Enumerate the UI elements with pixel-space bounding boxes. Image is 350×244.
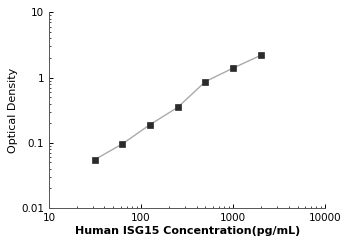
- Y-axis label: Optical Density: Optical Density: [8, 68, 18, 153]
- X-axis label: Human ISG15 Concentration(pg/mL): Human ISG15 Concentration(pg/mL): [75, 226, 300, 236]
